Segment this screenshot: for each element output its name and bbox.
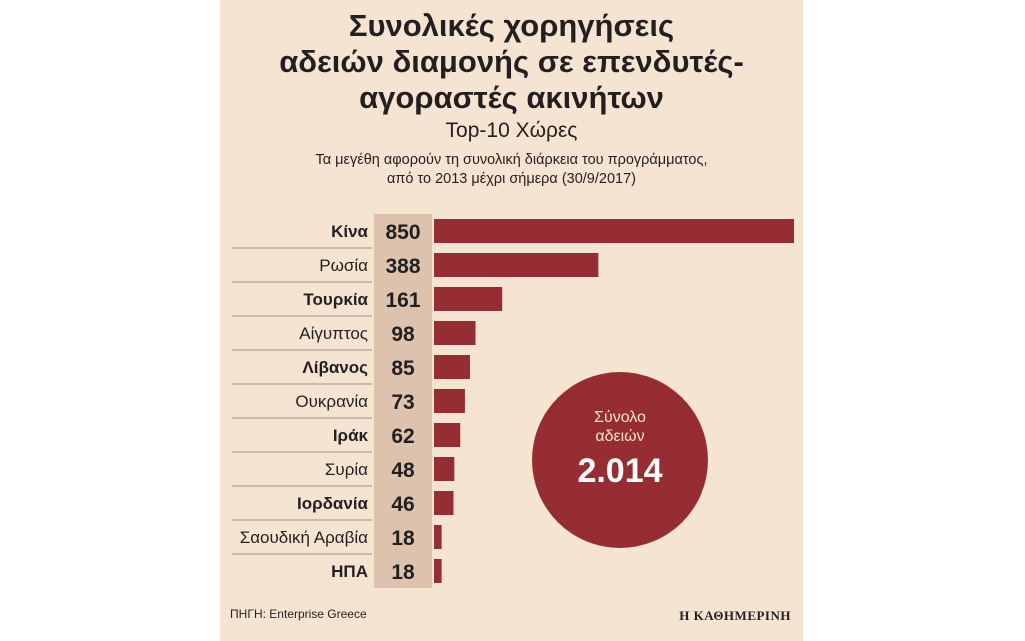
bar: [434, 423, 461, 447]
source-note: ΠΗΓΗ: Enterprise Greece: [230, 607, 367, 621]
bar: [434, 525, 442, 549]
infographic-panel: Συνολικές χορηγήσεις αδειών διαμονής σε …: [220, 0, 803, 641]
bar: [434, 219, 794, 243]
value-label: 48: [391, 459, 415, 482]
value-label: 73: [391, 391, 414, 414]
category-label: Λίβανος: [302, 358, 368, 377]
value-label: 161: [385, 289, 420, 312]
value-label: 388: [385, 255, 420, 278]
category-label: Κίνα: [331, 222, 368, 241]
bar: [434, 389, 465, 413]
bar: [434, 457, 455, 481]
value-label: 46: [391, 493, 414, 516]
bar: [434, 355, 470, 379]
bar-chart: Κίνα 850 Ρωσία 388 Τουρκία 161 Αίγυπτος 98 Λίβαν…: [232, 214, 794, 588]
category-label: Ιορδανία: [297, 494, 369, 513]
chart-title-line-3: αγοραστές ακινήτων: [359, 80, 664, 115]
total-circle: [532, 372, 708, 548]
category-label: Ιράκ: [333, 426, 369, 445]
chart-note-line-2: από το 2013 μέχρι σήμερα (30/9/2017): [387, 171, 636, 187]
chart-note-line-1: Τα μεγέθη αφορούν τη συνολική διάρκεια τ…: [315, 152, 708, 168]
category-label: ΗΠΑ: [331, 562, 368, 581]
value-label: 85: [391, 357, 415, 380]
bar: [434, 559, 442, 583]
category-label: Αίγυπτος: [299, 324, 368, 343]
value-label: 850: [385, 221, 420, 244]
value-column-band: [374, 214, 432, 588]
bar: [434, 491, 454, 515]
total-value: 2.014: [577, 452, 662, 490]
value-label: 62: [391, 425, 414, 448]
category-label: Τουρκία: [303, 290, 368, 309]
bar: [434, 321, 476, 345]
value-label: 18: [391, 561, 415, 584]
chart-title-line-2: αδειών διαμονής σε επενδυτές-: [279, 44, 744, 79]
bar: [434, 287, 503, 311]
total-label: Σύνολο: [594, 409, 646, 426]
category-label: Ουκρανία: [295, 392, 368, 411]
value-label: 18: [391, 527, 415, 550]
chart-title-line-1: Συνολικές χορηγήσεις: [348, 8, 675, 43]
value-label: 98: [391, 323, 415, 346]
category-label: Σαουδική Αραβία: [240, 528, 368, 547]
total-label: αδειών: [595, 428, 644, 445]
chart-subtitle: Top-10 Χώρες: [445, 119, 578, 142]
bar: [434, 253, 599, 277]
category-label: Ρωσία: [319, 256, 368, 275]
category-label: Συρία: [325, 460, 368, 479]
publisher-logo: Η ΚΑΘΗΜΕΡΙΝΗ: [679, 608, 791, 623]
